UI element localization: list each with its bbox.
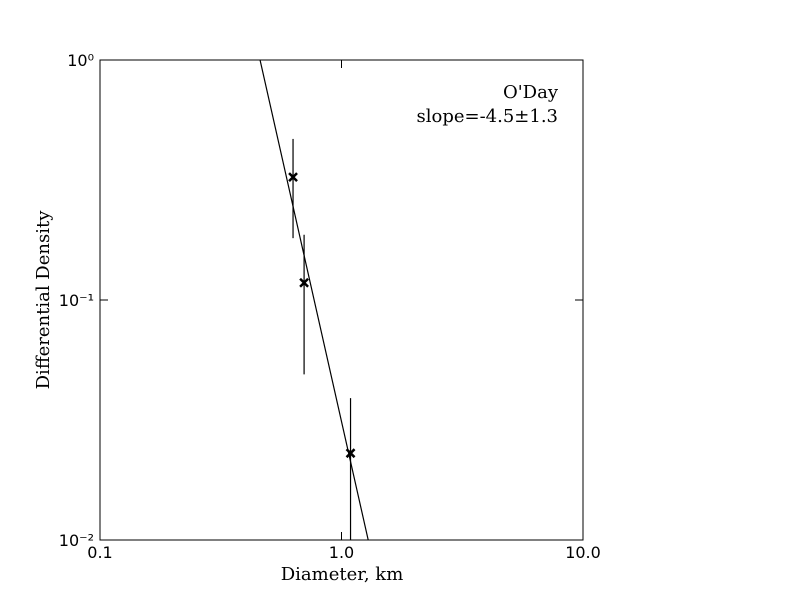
y-tick-label: 10⁰	[67, 51, 94, 70]
x-tick-label: 10.0	[565, 543, 601, 562]
annotation: O'Day	[503, 82, 559, 103]
point	[345, 448, 356, 459]
y-axis-label: Differential Density	[33, 210, 54, 390]
fit-line	[259, 60, 369, 540]
plot-frame	[99, 59, 584, 541]
x-tick-label: 1.0	[329, 543, 354, 562]
x-axis-label: Diameter, km	[281, 564, 404, 585]
point	[299, 277, 309, 288]
plot-area	[259, 60, 369, 540]
annotation: slope=-4.5±1.3	[416, 106, 558, 127]
marker-stroke	[299, 277, 309, 288]
marker-stroke	[345, 448, 356, 459]
point	[288, 172, 298, 183]
x-tick-label: 0.1	[87, 543, 112, 562]
y-tick-label: 10⁻²	[59, 531, 94, 550]
y-tick-label: 10⁻¹	[59, 291, 94, 310]
marker-stroke	[288, 172, 298, 183]
